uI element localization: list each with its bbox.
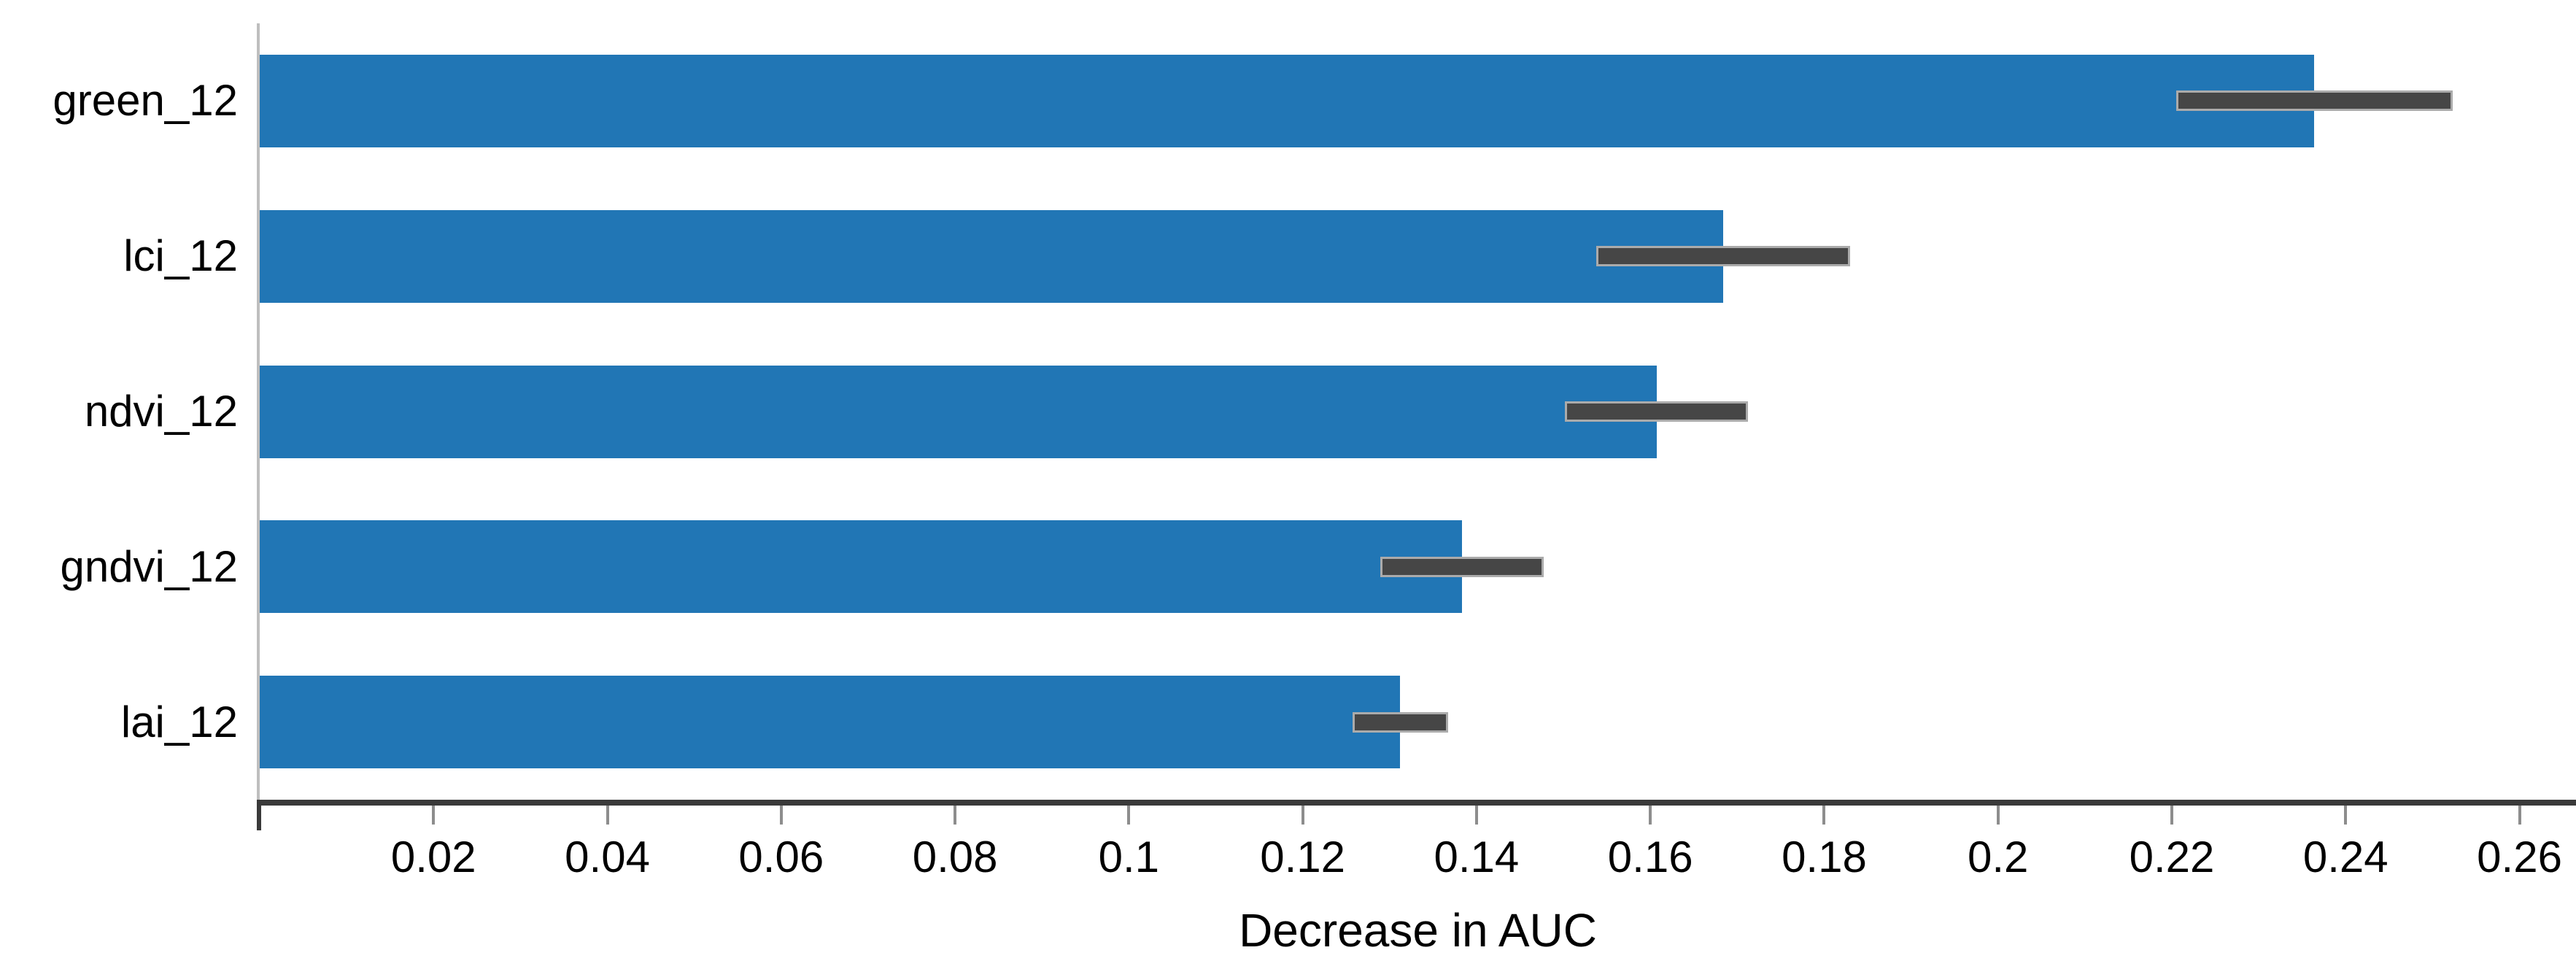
x-tick-label: 0.14 bbox=[1434, 833, 1520, 881]
x-tick-label: 0.22 bbox=[2129, 833, 2215, 881]
y-tick-label-ndvi_12: ndvi_12 bbox=[84, 387, 238, 436]
x-tick-mark bbox=[2170, 806, 2173, 825]
bar-ndvi_12 bbox=[260, 365, 1657, 458]
y-tick-label-lai_12: lai_12 bbox=[120, 697, 238, 746]
error-bar-gndvi_12 bbox=[1380, 556, 1544, 577]
y-tick-label-gndvi_12: gndvi_12 bbox=[60, 541, 238, 591]
x-tick-origin bbox=[257, 800, 261, 830]
x-tick-mark bbox=[1822, 806, 1826, 825]
x-tick-label: 0.18 bbox=[1782, 833, 1867, 881]
x-tick-label: 0.06 bbox=[738, 833, 824, 881]
bar-gndvi_12 bbox=[260, 520, 1462, 614]
x-tick-label: 0.08 bbox=[912, 833, 998, 881]
x-tick-label: 0.02 bbox=[390, 833, 476, 881]
x-axis-title: Decrease in AUC bbox=[1239, 904, 1597, 957]
x-tick-label: 0.04 bbox=[565, 833, 650, 881]
plot-area bbox=[260, 23, 2576, 800]
error-bar-lci_12 bbox=[1596, 246, 1851, 267]
x-tick-mark bbox=[2518, 806, 2521, 825]
x-tick-mark bbox=[432, 806, 436, 825]
y-tick-label-green_12: green_12 bbox=[53, 76, 238, 126]
x-tick-mark bbox=[1127, 806, 1131, 825]
x-tick-mark bbox=[1474, 806, 1478, 825]
x-axis-line bbox=[257, 800, 2576, 806]
x-tick-label: 0.2 bbox=[1968, 833, 2029, 881]
x-tick-label: 0.24 bbox=[2302, 833, 2389, 881]
bar-lci_12 bbox=[260, 209, 1724, 303]
x-tick-mark bbox=[779, 806, 783, 825]
error-bar-lai_12 bbox=[1352, 711, 1448, 733]
bar-green_12 bbox=[260, 54, 2315, 147]
x-tick-mark bbox=[606, 806, 609, 825]
x-tick-mark bbox=[1996, 806, 2000, 825]
x-tick-mark bbox=[954, 806, 957, 825]
x-tick-label: 0.16 bbox=[1607, 833, 1693, 881]
x-tick-label: 0.12 bbox=[1260, 833, 1346, 881]
x-tick-mark bbox=[1301, 806, 1304, 825]
y-axis-line bbox=[257, 23, 260, 800]
x-tick-mark bbox=[1649, 806, 1652, 825]
x-tick-mark bbox=[2344, 806, 2348, 825]
x-tick-label: 0.26 bbox=[2477, 833, 2562, 881]
error-bar-green_12 bbox=[2175, 90, 2453, 112]
error-bar-ndvi_12 bbox=[1565, 401, 1748, 422]
x-tick-label: 0.1 bbox=[1098, 833, 1160, 881]
bar-lai_12 bbox=[260, 676, 1401, 769]
y-tick-label-lci_12: lci_12 bbox=[123, 231, 238, 281]
